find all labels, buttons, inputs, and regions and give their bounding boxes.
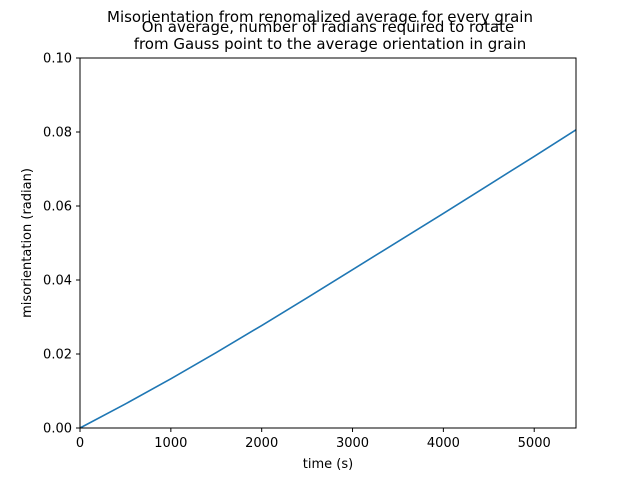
- x-tick-label: 4000: [427, 436, 460, 451]
- x-tick-label: 0: [76, 436, 84, 451]
- x-tick-label: 2000: [245, 436, 278, 451]
- y-axis-ticks: 0.00 0.02 0.04 0.06 0.08 0.10: [43, 52, 80, 437]
- y-tick-label: 0.00: [43, 422, 72, 437]
- y-tick-label: 0.10: [43, 52, 72, 67]
- chart-title-line-1: On average, number of radians required t…: [142, 18, 515, 36]
- chart-suptitle: Misorientation from renomalized average …: [107, 8, 533, 26]
- x-axis-ticks: 0 1000 2000 3000 4000 5000: [76, 428, 551, 451]
- x-tick-label: 5000: [518, 436, 551, 451]
- plot-area: [79, 57, 577, 429]
- x-tick-label: 1000: [154, 436, 187, 451]
- chart-title-line-2: from Gauss point to the average orientat…: [134, 35, 527, 53]
- plot-frame: [79, 57, 577, 429]
- series-layer: [79, 129, 577, 429]
- y-tick-label: 0.04: [43, 274, 72, 289]
- x-axis-label: time (s): [303, 457, 353, 472]
- y-tick-label: 0.06: [43, 200, 72, 215]
- series-line-0: [79, 129, 577, 429]
- y-tick-label: 0.08: [43, 126, 72, 141]
- x-tick-label: 3000: [336, 436, 369, 451]
- y-tick-label: 0.02: [43, 348, 72, 363]
- y-axis-label: misorientation (radian): [20, 168, 35, 318]
